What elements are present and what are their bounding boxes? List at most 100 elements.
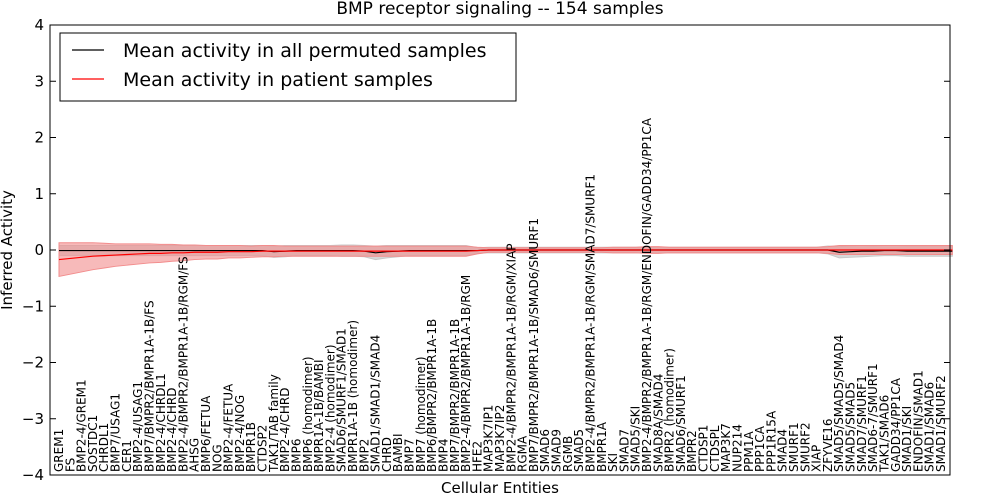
entity-label: BMP7/BMPR2/BMPR1A-1B/FS — [142, 300, 156, 472]
legend-label-patient: Mean activity in patient samples — [123, 69, 433, 91]
entity-label: NOG — [210, 444, 224, 472]
entity-label: BMP2-4/CHRD — [165, 388, 179, 472]
entity-label: BMP7/BMPR2/BMPR1A-1B/SMAD6/SMURF1 — [527, 218, 541, 472]
entity-label: BMP2-4/BMPR2/BMPR1A-1B/RGM/ENDOFIN/GADD3… — [640, 117, 654, 472]
entity-label: BMP6 — [289, 439, 303, 472]
entity-label: SOSTDC1 — [86, 415, 100, 472]
entity-label: MAP3K7IP1 — [482, 405, 496, 472]
series-lines — [58, 249, 953, 261]
entity-label: CER1 — [120, 440, 134, 472]
entity-label: RGMB — [561, 436, 575, 472]
y-axis-title: Inferred Activity — [0, 190, 16, 310]
entity-label: BMPR1A-1B (homodimer) — [346, 320, 360, 472]
entity-label: BMP2-4/BMPR2/BMPR1A-1B/RGM/XIAP — [504, 243, 518, 472]
entity-label: BMP6/FETUA — [199, 395, 213, 472]
entity-label: SMAD9 — [550, 429, 564, 472]
legend-box — [59, 32, 517, 102]
y-tick-label: −3 — [22, 410, 44, 428]
entity-label: BMP4 — [436, 439, 450, 472]
y-tick-label: 3 — [34, 72, 44, 90]
y-axis: −4 −3 −2 −1 0 1 2 3 4 — [22, 16, 950, 484]
entity-label: MAP3K7IP2 — [493, 405, 507, 472]
entity-label: SMAD1/SMURF2 — [934, 375, 948, 472]
entity-label: SMAD5/SKI — [629, 406, 643, 472]
entity-label: TAK1/SMAD6 — [877, 395, 891, 473]
entity-label: SMAD6/SMURF1 — [674, 375, 688, 472]
entity-label: BMPR1B — [244, 422, 258, 472]
entity-label: SMAD5/SMAD5/SMAD4 — [832, 335, 846, 472]
entity-label: SMAD8A/SMAD4 — [651, 374, 665, 472]
entity-label: SMAD5 — [572, 429, 586, 472]
y-tick-label: 2 — [34, 129, 44, 147]
entity-label: BMP2-4/FETUA — [222, 383, 236, 472]
entity-label: BMP7 — [403, 439, 417, 472]
y-tick-label: −1 — [22, 297, 44, 315]
entity-label: PPM1A — [742, 431, 756, 472]
entity-label: BMPR2 (homodimer) — [663, 348, 677, 472]
entity-label: SMAD6-7/SMURF1 — [866, 363, 880, 472]
entity-label: GADD34/PP1CA — [889, 377, 903, 472]
entity-label: MAP3K7 — [719, 423, 733, 472]
entity-label: SMAD6/SMURF1/SMAD1 — [335, 328, 349, 472]
entity-label: TAK1/TAB family — [267, 374, 281, 473]
entity-label: RGMA — [516, 435, 530, 472]
legend: Mean activity in all permuted samples Me… — [59, 32, 517, 102]
entity-label: BMP7/USAG1 — [109, 393, 123, 472]
entity-label: SMAD6 — [538, 429, 552, 472]
entity-label: CTDSP2 — [256, 425, 270, 472]
entity-label: SMURF2 — [798, 422, 812, 472]
entity-label: NUP214 — [730, 424, 744, 472]
entity-label: SMAD4 — [776, 429, 790, 472]
entity-label: PPP1CA — [753, 425, 767, 472]
y-tick-label: 4 — [34, 16, 44, 34]
x-axis-title: Cellular Entities — [441, 479, 559, 497]
entity-label: SMAD7 — [617, 429, 631, 472]
entity-label: BAMBI — [391, 433, 405, 472]
entity-label: GREM1 — [52, 429, 66, 472]
entity-label: CTDSP1 — [697, 425, 711, 472]
entity-label: BMP6 (homodimer) — [301, 356, 315, 472]
entity-label: BMP7 (homodimer) — [414, 356, 428, 472]
entity-labels: GREM1FSBMP2-4/GREM1SOSTDC1CHRDL1BMP7/USA… — [52, 117, 948, 473]
entity-label: BMP2-4/CHRD — [278, 388, 292, 472]
entity-label: BMP2-4 (homodimer) — [323, 344, 337, 472]
entity-label: CHRDL1 — [97, 423, 111, 472]
entity-label: BMP7/BMPR2/BMPR1A-1B — [448, 319, 462, 472]
legend-label-permuted: Mean activity in all permuted samples — [123, 40, 486, 62]
y-tick-label: −2 — [22, 354, 44, 372]
y-tick-label: 1 — [34, 185, 44, 203]
entity-label: BMPR1A-1B/BAMBI — [312, 359, 326, 472]
entity-label: CTDSPL — [708, 425, 722, 472]
entity-label: SMAD7/SMURF1 — [855, 375, 869, 472]
entity-label: CHRD — [380, 437, 394, 472]
entity-label: BMP6/BMPR2/BMPR1A-1B — [425, 319, 439, 472]
entity-label: SMAD1/SMAD6 — [923, 382, 937, 472]
entity-label: SMAD5/SMAD5 — [844, 382, 858, 472]
entity-label: ZFYVE16 — [821, 418, 835, 472]
entity-label: BMP2-4/NOG — [233, 395, 247, 472]
entity-label: SKI — [606, 453, 620, 472]
y-tick-label: −4 — [22, 466, 44, 484]
entity-label: BMP2-4/CHRDL1 — [154, 373, 168, 472]
entity-label: BMPR1A — [595, 421, 609, 472]
entity-label: BMP2-4/GREM1 — [75, 379, 89, 472]
entity-label: BMP2-4/BMPR2/BMPR1A-1B/RGM/FS — [176, 256, 190, 472]
entity-label: FS — [63, 458, 77, 472]
line-patient — [58, 249, 953, 261]
entity-label: AHSG — [188, 438, 202, 472]
entity-label: HFE2 — [470, 441, 484, 472]
entity-label: PPP1R15A — [764, 410, 778, 472]
y-tick-label: 0 — [34, 241, 44, 259]
chart-title: BMP receptor signaling -- 154 samples — [336, 0, 663, 19]
entity-label: BMP2-4/BMPR2/BMPR1A-1B/RGM — [459, 275, 473, 472]
entity-label: SMURF1 — [787, 422, 801, 472]
entity-label: ENDOFIN/SMAD1 — [911, 370, 925, 472]
entity-label: BMP2 — [357, 439, 371, 472]
entity-label: BMP2-4/BMPR2/BMPR1A-1B/RGM/SMAD7/SMURF1 — [583, 174, 597, 472]
entity-label: BMP2-4/USAG1 — [131, 381, 145, 472]
entity-label: SMAD1/SMAD1/SMAD4 — [369, 335, 383, 472]
entity-label: XIAP — [810, 445, 824, 472]
entity-label: SMAD1/SKI — [900, 406, 914, 472]
entity-label: BMPR2 — [685, 430, 699, 472]
